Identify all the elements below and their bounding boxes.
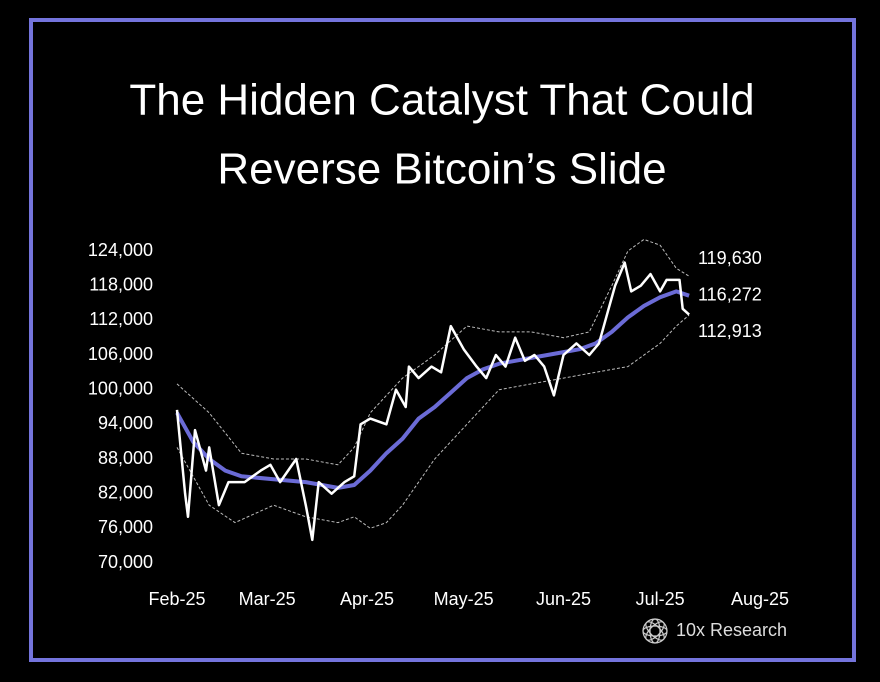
x-tick-label: Jun-25	[536, 589, 591, 609]
y-tick-label: 100,000	[88, 378, 153, 398]
frame	[29, 18, 856, 662]
end-label: 116,272	[698, 284, 762, 304]
y-tick-label: 118,000	[89, 274, 153, 294]
line	[175, 289, 690, 490]
y-tick-label: 124,000	[88, 240, 153, 260]
end-label: 112,913	[698, 321, 762, 341]
chart-title: Reverse Bitcoin’s Slide	[217, 145, 666, 194]
x-tick-label: Jul-25	[636, 589, 685, 609]
line	[176, 238, 690, 466]
x-tick-label: Mar-25	[239, 589, 296, 609]
y-tick-label: 94,000	[98, 413, 153, 433]
line	[176, 314, 690, 529]
source: 10x Research	[676, 620, 787, 640]
end-label: 119,630	[698, 248, 762, 268]
y-tick-label: 106,000	[88, 344, 153, 364]
x-tick-label: Aug-25	[731, 589, 789, 609]
y-tick-label: 70,000	[98, 552, 153, 572]
logo	[642, 618, 668, 644]
y-tick-label: 82,000	[98, 482, 153, 502]
line	[175, 261, 690, 542]
y-tick-label: 112,000	[89, 309, 153, 329]
chart-title: The Hidden Catalyst That Could	[129, 76, 754, 125]
x-tick-label: Feb-25	[148, 589, 205, 609]
y-tick-label: 88,000	[98, 448, 153, 468]
x-tick-label: Apr-25	[340, 589, 394, 609]
y-tick-label: 76,000	[98, 517, 153, 537]
x-tick-label: May-25	[434, 589, 494, 609]
